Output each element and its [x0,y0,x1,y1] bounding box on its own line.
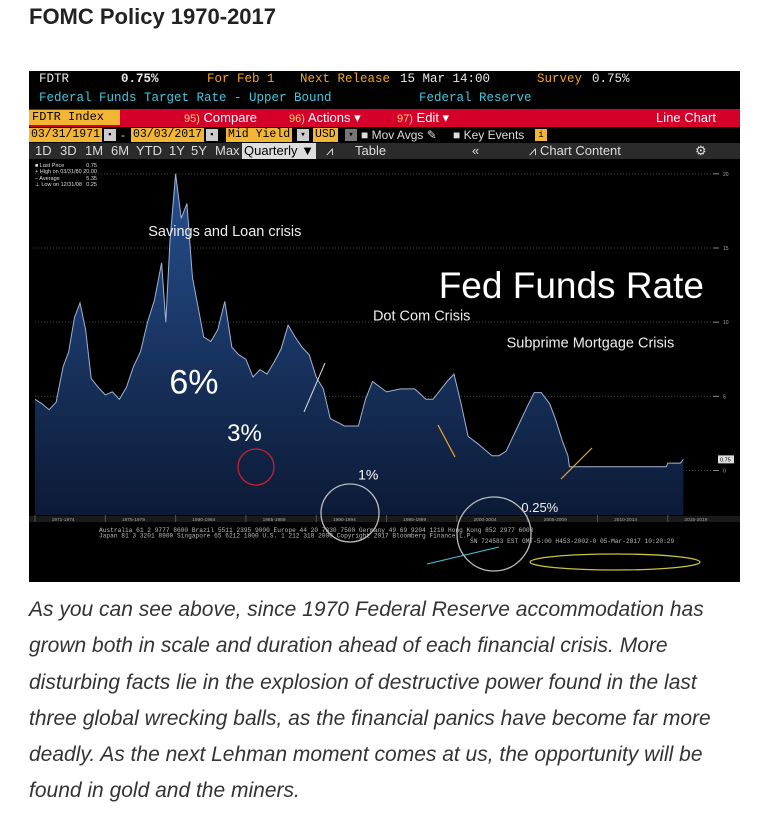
x-tick-label: 1980-1984 [192,517,215,523]
callout-line-savings-loan [303,362,326,413]
bloomberg-terminal-screenshot: FDTR 0.75% For Feb 1 Next Release 15 Mar… [29,71,740,582]
x-axis-band [29,516,740,522]
x-tick-label: 1985-1989 [263,517,286,523]
for-date: For Feb 1 [207,72,275,86]
compare-button[interactable]: 95) Compare [184,110,257,125]
range-toolbar: 1D 3D 1M 6M YTD 1Y 5Y Max Quarterly ▼ ⩘ … [29,143,740,159]
period-selector[interactable]: Quarterly ▼ [242,143,316,159]
range-5y[interactable]: 5Y [191,143,207,158]
annotation-6-percent: 6% [169,363,218,401]
chart-title: Fed Funds Rate [439,265,704,306]
settings-bar: 03/31/1971 ▪ - 03/03/2017 ▪ Mid Yield ▾ … [29,127,740,144]
annotation-025-percent: 0.25% [521,500,558,515]
data-source: Federal Reserve [419,91,532,105]
ticker: FDTR [39,72,70,86]
legend-high: + High on 03/31/80 20.00 [35,169,97,176]
chart-content-button[interactable]: ⩘ Chart Content [529,143,621,158]
page-title: FOMC Policy 1970-2017 [29,4,277,29]
legend-last-price: ■ Last Price 0.75 [35,163,97,169]
series-line [34,173,684,468]
calendar-icon[interactable]: ▪ [104,129,116,141]
callout-line-dot-com [437,424,456,458]
survey-value: 0.75% [592,72,630,86]
footer-line: Australia 61 2 9777 8600 Brazil 5511 239… [99,527,534,534]
x-tick-label: 1995-1999 [403,517,426,523]
next-release-value: 15 Mar 14:00 [400,72,491,86]
table-button[interactable]: Table [355,143,387,158]
highlight-circle-6-percent [237,448,275,486]
mid-yield-field[interactable]: Mid Yield [226,128,293,142]
survey-label: Survey [537,72,583,86]
line-chart-button[interactable]: Line Chart [656,110,716,125]
range-1m[interactable]: 1M [85,143,104,158]
calendar-icon[interactable]: ▪ [206,129,218,141]
y-tick-label: 5 [723,394,726,400]
x-tick-label: 2005-2009 [544,517,567,523]
range-3d[interactable]: 3D [60,143,77,158]
annotation-savings-loan: Savings and Loan crisis [148,224,301,240]
footer-line: SN 724583 EST GMT-5:00 H453-2002-0 05-Ma… [470,538,675,545]
mov-avgs-toggle[interactable]: ■ Mov Avgs ✎ [361,128,437,142]
callout-line-subprime [560,447,593,480]
x-tick-label: 1990-1994 [333,517,356,523]
collapse-button[interactable]: « [472,143,480,158]
annotation-3-percent: 3% [227,420,262,447]
footer-line: Japan 81 3 3201 8900 Singapore 65 6212 1… [99,533,474,540]
x-tick-label: 2000-2004 [474,517,497,523]
command-bar: FDTR Index 95) Compare 96) Actions ▾ 97)… [29,109,740,127]
annotation-subprime: Subprime Mortgage Crisis [507,335,675,351]
index-field[interactable]: FDTR Index [29,110,120,125]
range-1d[interactable]: 1D [35,143,52,158]
start-date-field[interactable]: 03/31/1971 [29,128,103,142]
last-price-label: 0.75 [720,457,731,463]
y-tick-label: 20 [723,172,729,178]
edit-button[interactable]: 97) Edit ▾ [397,110,450,125]
dropdown-icon[interactable]: ▾ [297,129,309,141]
gear-icon[interactable]: ⚙ [695,143,707,158]
y-tick-label: 10 [723,320,729,326]
highlight-circle-3-percent [320,483,380,543]
dropdown-icon[interactable]: ▾ [345,129,357,141]
callout-line-1-percent [426,546,500,565]
y-tick-label: 0 [723,469,726,475]
annotation-dot-com: Dot Com Crisis [373,309,470,325]
highlight-circle-1-percent [456,496,532,572]
date-dash: - [121,128,125,142]
article-paragraph: As you can see above, since 1970 Federal… [29,598,711,803]
x-tick-label: 2010-2014 [614,517,637,523]
info-icon[interactable]: i [535,129,547,141]
y-tick-label: 15 [723,246,729,252]
legend-average: – Average 5.35 [35,175,97,182]
annotation-1-percent: 1% [358,466,378,482]
next-release-label: Next Release [300,72,391,86]
chart-type-icon[interactable]: ⩘ [326,143,334,158]
x-tick-label: 1975-1979 [122,517,145,523]
highlight-ellipse-025-percent [529,553,701,571]
actions-button[interactable]: 96) Actions ▾ [289,110,361,125]
currency-field[interactable]: USD [313,128,338,142]
legend-low: ⊥ Low on 12/31/08 0.25 [35,181,97,188]
x-tick-label: 1971-1974 [52,517,75,523]
range-ytd[interactable]: YTD [136,143,162,158]
series-area [35,173,684,516]
end-date-field[interactable]: 03/03/2017 [131,128,205,142]
range-6m[interactable]: 6M [111,143,130,158]
fed-funds-chart: 0 5 10 15 20 0.75 1971-1974 1975-1979 1980-1984 1… [29,172,740,572]
range-1y[interactable]: 1Y [169,143,185,158]
last-value: 0.75% [121,72,159,86]
last-price-marker [718,455,734,464]
range-max[interactable]: Max [215,143,240,158]
key-events-toggle[interactable]: ■ Key Events [453,128,525,142]
series-description: Federal Funds Target Rate - Upper Bound [39,91,332,105]
chart-legend: ■ Last Price 0.75 + High on 03/31/80 20.00… [35,163,97,188]
x-tick-label: 2015-2019 [684,517,707,523]
